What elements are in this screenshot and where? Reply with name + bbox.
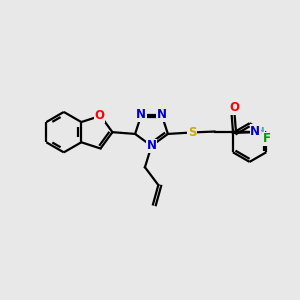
Text: S: S: [188, 126, 196, 139]
Text: O: O: [230, 101, 239, 114]
Text: F: F: [263, 132, 271, 146]
Text: N: N: [146, 139, 157, 152]
Text: N: N: [250, 125, 260, 138]
Text: N: N: [157, 108, 166, 121]
Text: O: O: [94, 109, 104, 122]
Text: N: N: [136, 108, 146, 121]
Text: H: H: [256, 127, 265, 136]
